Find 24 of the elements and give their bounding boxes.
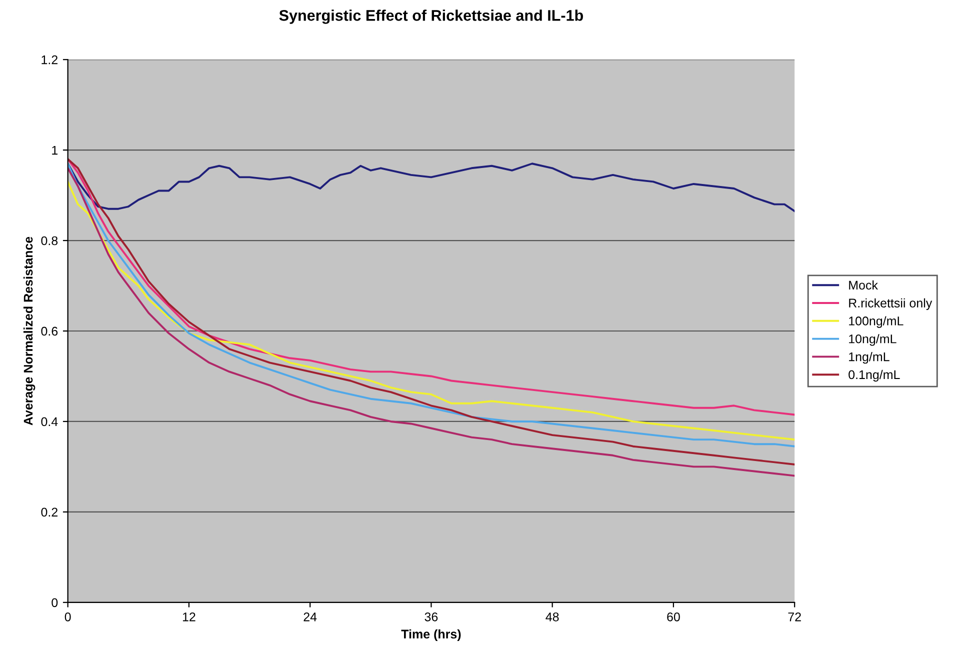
x-tick-label: 60 [667, 612, 680, 622]
y-axis-title: Average Normalized Resistance [23, 236, 36, 426]
x-tick-label: 24 [304, 612, 317, 622]
x-tick-label: 0 [64, 612, 71, 622]
y-tick-label: 0.6 [41, 326, 58, 336]
legend-label: 0.1ng/mL [848, 370, 900, 382]
y-tick-label: 1.2 [42, 55, 58, 64]
y-tick-label: 0.4 [41, 417, 58, 426]
chart-title: Synergistic Effect of Rickettsiae and IL-1b [279, 10, 583, 24]
y-tick-label: 0.8 [41, 236, 58, 246]
legend-label: Mock [849, 280, 878, 290]
y-tick-label: 0 [52, 598, 58, 608]
legend-label: R.rickettsii only [849, 298, 932, 310]
y-tick-label: 0.2 [41, 508, 58, 517]
x-tick-label: 72 [788, 612, 801, 622]
legend-label: 100ng/mL [849, 316, 904, 328]
legend-label: 1ng/mL [849, 352, 890, 364]
x-tick-label: 36 [424, 612, 438, 622]
x-tick-label: 12 [182, 612, 196, 622]
x-axis-title: Time (hrs) [401, 629, 461, 641]
y-tick-label: 1 [52, 146, 58, 155]
line-series [68, 162, 795, 212]
legend-label: 10ng/mL [849, 334, 896, 346]
x-tick-label: 48 [546, 612, 559, 622]
